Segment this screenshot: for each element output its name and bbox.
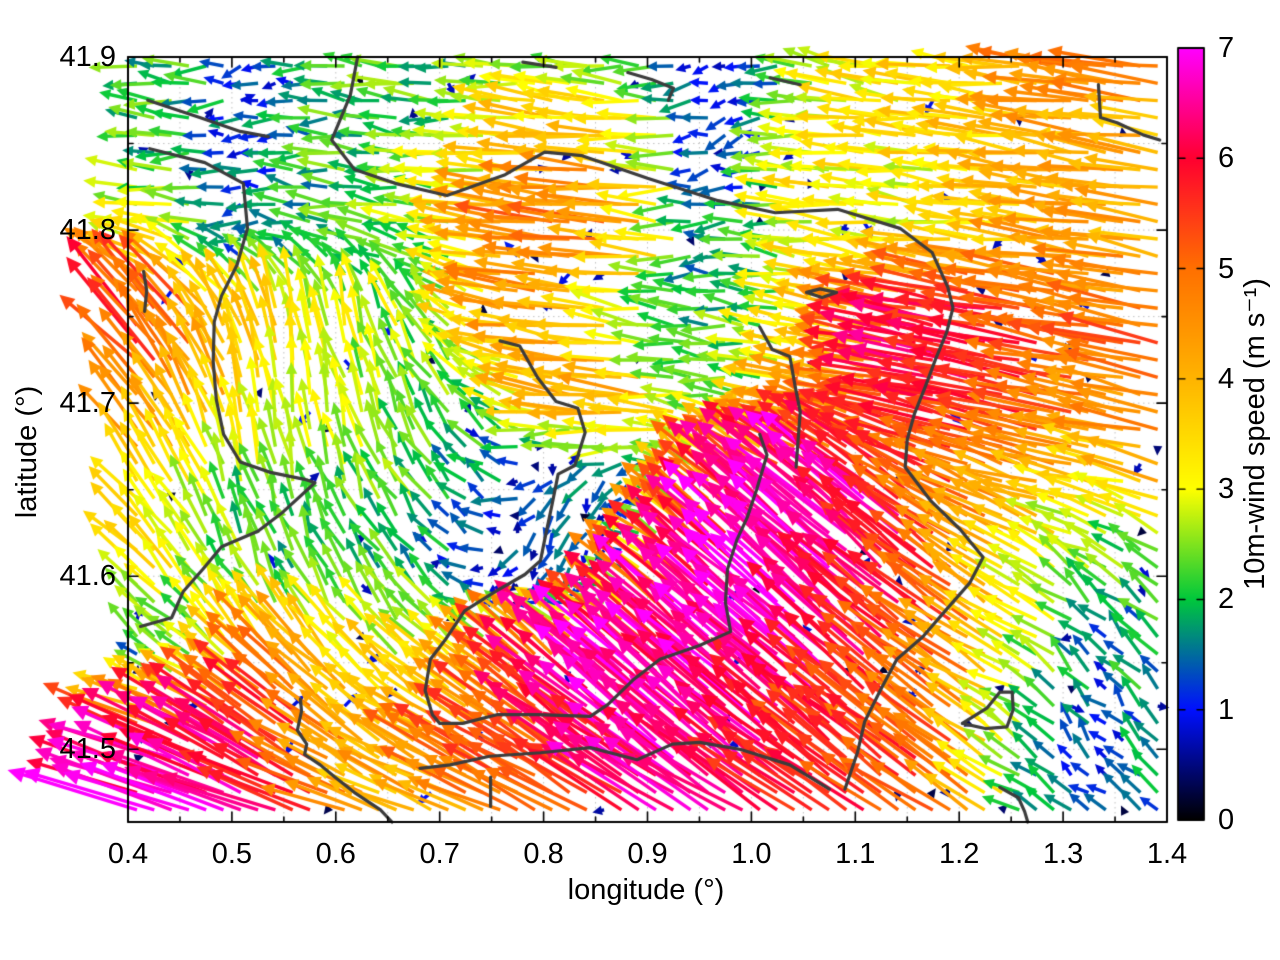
colorbar-tick-label: 7 bbox=[1218, 32, 1235, 64]
x-tick-label: 1.1 bbox=[835, 838, 876, 870]
x-tick-label: 0.7 bbox=[419, 838, 460, 870]
x-tick-label: 0.5 bbox=[211, 838, 253, 870]
colorbar-tick-label: 4 bbox=[1218, 362, 1235, 395]
colorbar-tick-label: 5 bbox=[1218, 252, 1235, 285]
y-tick-label: 41.5 bbox=[59, 733, 116, 766]
colorbar-title: 10m-wind speed (m s⁻¹) bbox=[1239, 278, 1271, 590]
x-tick-label: 0.6 bbox=[315, 838, 356, 870]
colorbar-tick-label: 2 bbox=[1218, 583, 1235, 616]
y-axis-title: latitude (°) bbox=[11, 385, 43, 519]
x-tick-label: 0.9 bbox=[627, 838, 668, 870]
colorbar-tick-label: 1 bbox=[1218, 693, 1235, 726]
x-tick-label: 0.4 bbox=[107, 838, 149, 870]
x-tick-label: 1.0 bbox=[731, 838, 772, 870]
x-tick-label: 1.3 bbox=[1042, 838, 1084, 870]
y-tick-label: 41.6 bbox=[59, 560, 116, 593]
x-tick-label: 0.8 bbox=[523, 838, 564, 870]
colorbar-tick-label: 0 bbox=[1218, 804, 1235, 836]
x-tick-label: 1.4 bbox=[1146, 838, 1188, 870]
y-tick-label: 41.7 bbox=[59, 387, 116, 420]
x-axis-title: longitude (°) bbox=[567, 874, 725, 906]
y-tick-label: 41.8 bbox=[59, 214, 116, 247]
y-tick-label: 41.9 bbox=[59, 41, 116, 73]
colorbar-tick-label: 6 bbox=[1218, 142, 1235, 175]
x-tick-label: 1.2 bbox=[939, 838, 980, 870]
colorbar-tick-label: 3 bbox=[1218, 473, 1235, 506]
